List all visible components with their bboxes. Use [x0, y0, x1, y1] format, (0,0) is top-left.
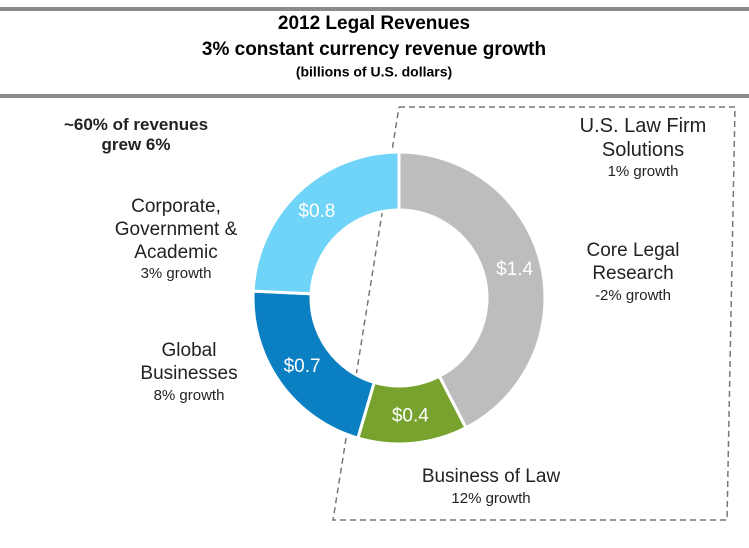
category-label: Corporate, Government & Academic 3% growt… — [106, 196, 246, 283]
chart-subtitle: 3% constant currency revenue growth — [202, 39, 546, 60]
header-rule — [0, 94, 749, 98]
growth-label: 3% growth — [140, 265, 212, 283]
category-name: Business of Law — [421, 466, 561, 487]
category-name: Global Businesses — [140, 340, 238, 384]
category-label: Core Legal Research -2% growth — [573, 240, 693, 305]
donut-segment — [251, 150, 401, 296]
value-label: $0.7 — [284, 356, 321, 377]
value-label: $1.4 — [496, 259, 533, 280]
top-rule — [0, 7, 749, 11]
growth-label: 12% growth — [451, 489, 531, 507]
annotation: ~60% of revenues grew 6% — [63, 115, 209, 155]
donut-segment — [397, 150, 547, 430]
category-name: Core Legal Research — [586, 240, 680, 284]
chart-title: 2012 Legal Revenues — [278, 13, 470, 34]
group-growth: 1% growth — [607, 163, 679, 180]
unit-note: (billions of U.S. dollars) — [296, 64, 452, 80]
group-label: U.S. Law Firm Solutions 1% growth — [563, 114, 723, 181]
category-label: Global Businesses 8% growth — [129, 340, 249, 405]
growth-label: 8% growth — [153, 386, 225, 404]
category-name: Corporate, Government & Academic — [114, 196, 238, 263]
category-label: Business of Law 12% growth — [391, 466, 591, 508]
growth-label: -2% growth — [595, 286, 671, 304]
group-name: U.S. Law Firm Solutions — [579, 115, 707, 161]
value-label: $0.4 — [392, 405, 429, 426]
value-label: $0.8 — [298, 201, 335, 222]
